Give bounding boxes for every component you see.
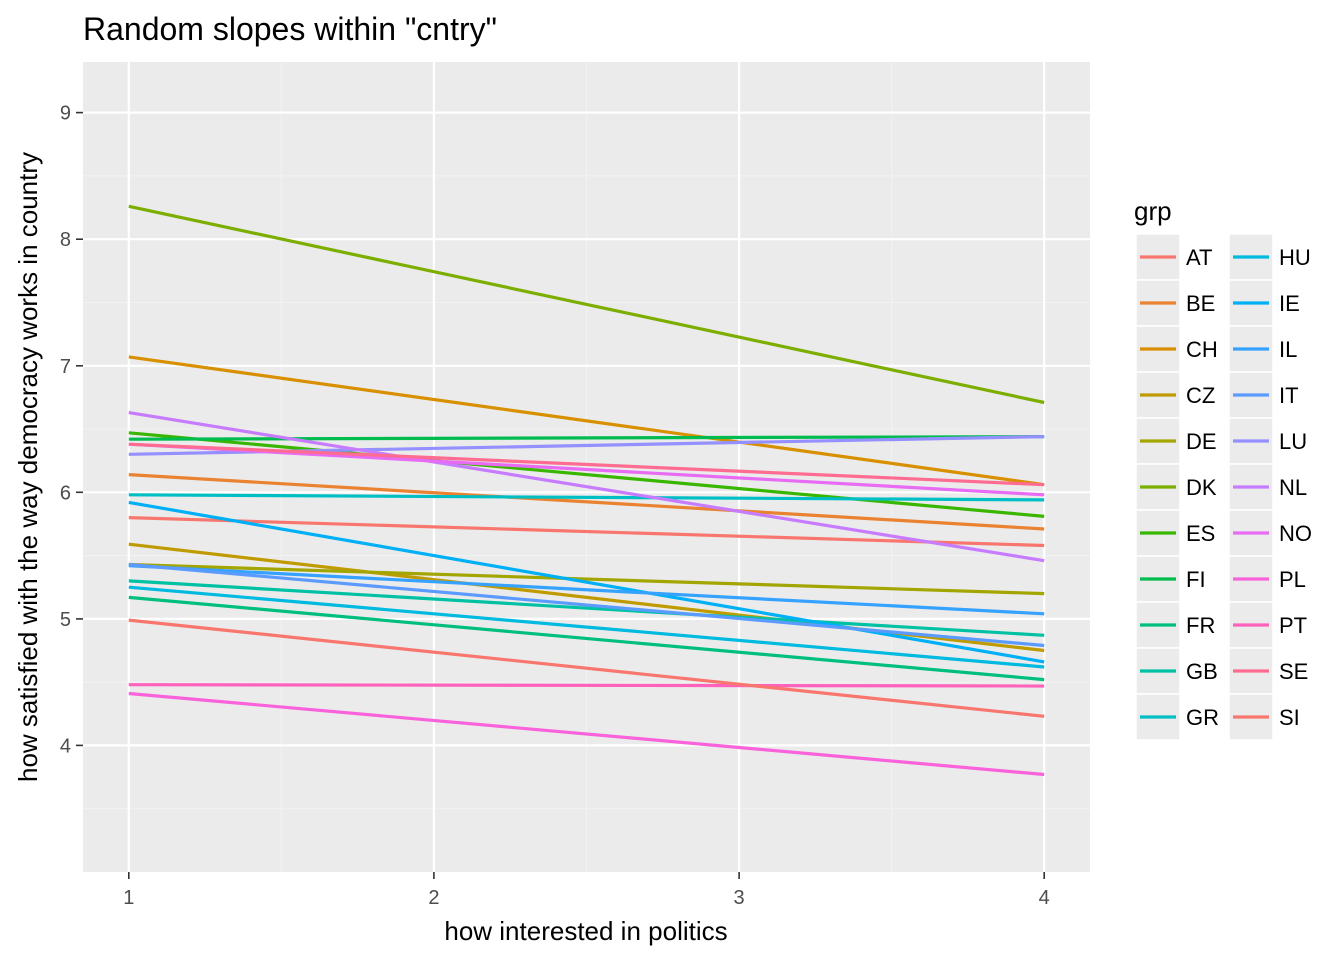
series-line-pt [128, 683, 1045, 688]
legend-label-de: DE [1186, 429, 1217, 454]
legend: grp AT BE CH CZ DE DK ES FI FR GB GR HU IE IL IT LU NL NO… [1134, 196, 1312, 741]
y-tick-label: 5 [60, 609, 71, 631]
legend-label-no: NO [1279, 521, 1312, 546]
legend-label-it: IT [1279, 383, 1299, 408]
x-tick-label: 4 [1039, 887, 1050, 909]
legend-label-ch: CH [1186, 337, 1218, 362]
legend-label-nl: NL [1279, 475, 1307, 500]
series-line-at [128, 516, 1045, 548]
y-tick-label: 4 [60, 735, 71, 757]
legend-label-hu: HU [1279, 245, 1311, 270]
x-tick-label: 3 [734, 887, 745, 909]
legend-label-se: SE [1279, 659, 1308, 684]
series-line-nl [128, 411, 1045, 563]
series-line-il [128, 564, 1045, 616]
legend-label-be: BE [1186, 291, 1215, 316]
chart-title: Random slopes within "cntry" [83, 11, 497, 47]
series-line-gr [128, 493, 1045, 502]
series-line-ie [128, 500, 1045, 664]
major-grid [83, 62, 1090, 872]
legend-label-gb: GB [1186, 659, 1218, 684]
series-line-fr [128, 595, 1045, 682]
series-line-it [128, 562, 1045, 648]
series-line-be [128, 473, 1045, 531]
legend-label-fr: FR [1186, 613, 1215, 638]
x-axis: 1 2 3 4 [123, 872, 1050, 909]
y-tick-label: 7 [60, 356, 71, 378]
series-line-pl [128, 691, 1045, 777]
minor-grid [83, 62, 1090, 872]
y-tick-label: 9 [60, 103, 71, 125]
legend-label-es: ES [1186, 521, 1215, 546]
y-axis-title: how satisfied with the way democracy wor… [13, 152, 43, 782]
x-tick-label: 2 [428, 887, 439, 909]
series-line-se [128, 442, 1045, 487]
legend-label-cz: CZ [1186, 383, 1215, 408]
legend-label-pl: PL [1279, 567, 1306, 592]
legend-label-dk: DK [1186, 475, 1217, 500]
x-tick-label: 1 [123, 887, 134, 909]
legend-label-ie: IE [1279, 291, 1300, 316]
x-axis-title: how interested in politics [444, 916, 727, 946]
y-axis: 4 5 6 7 8 9 [60, 103, 83, 757]
series-line-es [128, 431, 1045, 518]
series-line-hu [128, 585, 1045, 669]
series-line-si [128, 618, 1045, 718]
series-line-gb [128, 579, 1045, 637]
legend-label-at: AT [1186, 245, 1212, 270]
series-line-ch [128, 355, 1045, 487]
series-line-de [128, 562, 1045, 596]
series-line-dk [128, 204, 1045, 405]
legend-label-pt: PT [1279, 613, 1307, 638]
legend-label-fi: FI [1186, 567, 1206, 592]
legend-label-lu: LU [1279, 429, 1307, 454]
legend-label-si: SI [1279, 705, 1300, 730]
series-line-no [128, 442, 1045, 497]
y-tick-label: 6 [60, 482, 71, 504]
legend-title: grp [1134, 196, 1172, 226]
legend-label-il: IL [1279, 337, 1297, 362]
legend-label-gr: GR [1186, 705, 1219, 730]
series-lines [128, 204, 1045, 777]
y-tick-label: 8 [60, 229, 71, 251]
